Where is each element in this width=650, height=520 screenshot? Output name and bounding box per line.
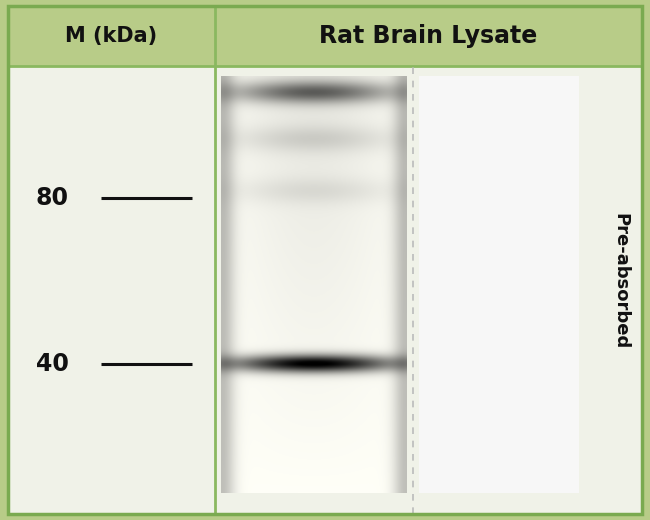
Text: 40: 40 <box>36 352 68 376</box>
Text: 80: 80 <box>36 186 68 210</box>
Bar <box>8 6 642 66</box>
Text: Pre-absorbed: Pre-absorbed <box>612 213 630 349</box>
Text: Rat Brain Lysate: Rat Brain Lysate <box>319 24 538 48</box>
Text: M (kDa): M (kDa) <box>65 26 157 46</box>
